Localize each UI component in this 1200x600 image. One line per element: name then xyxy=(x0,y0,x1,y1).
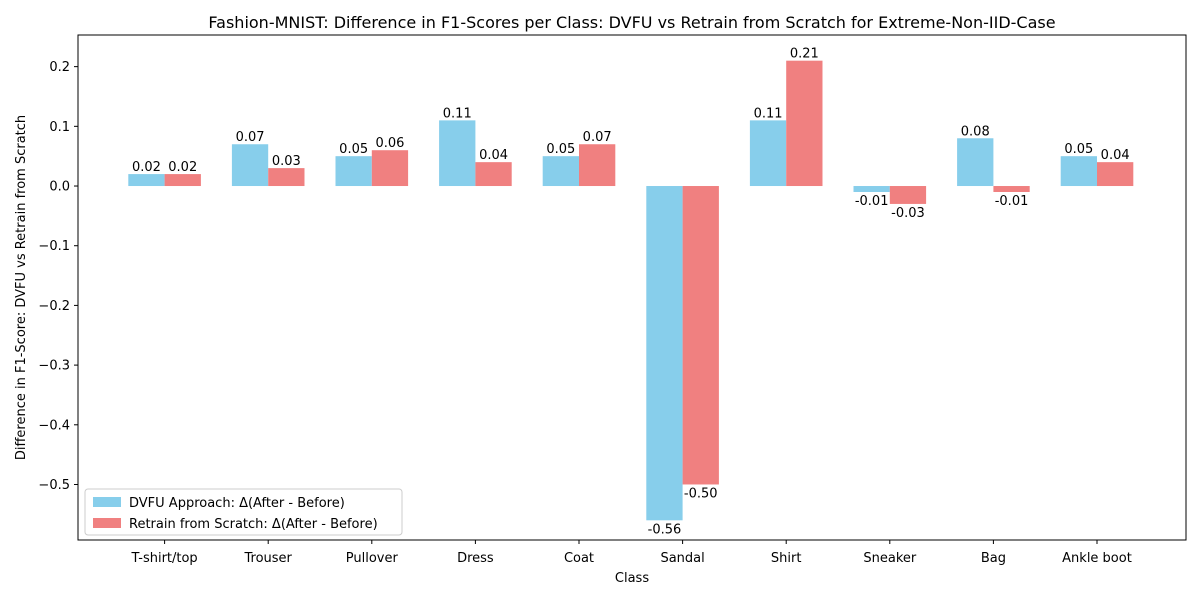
dvfu-value-label-8: 0.08 xyxy=(961,124,990,139)
dvfu-bar-3 xyxy=(439,120,476,187)
x-tick-label: T-shirt/top xyxy=(131,551,198,566)
x-axis-label: Class xyxy=(615,571,649,586)
x-tick-label: Pullover xyxy=(346,551,399,566)
y-tick-label: −0.3 xyxy=(38,359,70,374)
dvfu-bar-8 xyxy=(957,138,994,187)
dvfu-bar-7 xyxy=(853,186,890,192)
x-tick-label: Sandal xyxy=(660,551,704,566)
dvfu-value-label-1: 0.07 xyxy=(236,130,265,145)
y-tick-label: −0.1 xyxy=(38,239,70,254)
retrain-bar-0 xyxy=(164,174,201,187)
y-tick-label: 0.2 xyxy=(49,60,70,75)
bar-labels-group: 0.02 0.07 0.05 0.11 0.05 -0.56 0.11 -0.01 0.08 0.… xyxy=(132,47,1130,538)
y-tick-label: 0.1 xyxy=(49,120,70,135)
dvfu-bar-2 xyxy=(335,156,372,187)
retrain-value-label-7: -0.03 xyxy=(891,206,925,221)
bars-group xyxy=(128,60,1134,521)
retrain-bar-6 xyxy=(786,60,823,187)
dvfu-value-label-2: 0.05 xyxy=(339,142,368,157)
dvfu-bar-0 xyxy=(128,174,165,187)
x-tick-label: Bag xyxy=(981,551,1006,566)
dvfu-bar-4 xyxy=(542,156,579,187)
retrain-bar-8 xyxy=(993,186,1030,192)
retrain-value-label-9: 0.04 xyxy=(1101,148,1130,163)
dvfu-bar-6 xyxy=(749,120,787,187)
retrain-value-label-0: 0.02 xyxy=(168,160,197,175)
legend-box xyxy=(84,488,403,536)
dvfu-bar-9 xyxy=(1060,156,1097,187)
x-tick-label: Coat xyxy=(564,551,594,566)
retrain-bar-2 xyxy=(371,150,409,187)
y-axis-ticks: 0.2 0.1 0.0 −0.1 −0.2 −0.3 −0.4 −0.5 xyxy=(38,60,78,493)
retrain-value-label-2: 0.06 xyxy=(375,136,404,151)
x-tick-label: Dress xyxy=(457,551,494,566)
retrain-value-label-5: -0.50 xyxy=(684,486,718,501)
dvfu-bar-1 xyxy=(231,144,269,187)
retrain-bar-4 xyxy=(579,144,616,187)
retrain-value-label-4: 0.07 xyxy=(583,130,612,145)
y-tick-label: −0.4 xyxy=(38,418,70,433)
dvfu-value-label-4: 0.05 xyxy=(546,142,575,157)
retrain-bar-1 xyxy=(268,168,305,187)
dvfu-bar-5 xyxy=(646,186,683,521)
retrain-value-label-1: 0.03 xyxy=(272,154,301,169)
y-axis-label: Difference in F1-Score: DVFU vs Retrain … xyxy=(14,115,29,460)
retrain-value-label-6: 0.21 xyxy=(790,47,819,62)
dvfu-value-label-0: 0.02 xyxy=(132,160,161,175)
y-tick-label: 0.0 xyxy=(49,180,70,195)
legend-swatch-dvfu xyxy=(93,497,121,507)
dvfu-value-label-7: -0.01 xyxy=(855,194,889,209)
retrain-bar-3 xyxy=(475,162,512,187)
dvfu-value-label-3: 0.11 xyxy=(443,106,472,121)
y-tick-label: −0.5 xyxy=(38,478,70,493)
retrain-bar-9 xyxy=(1097,162,1134,187)
retrain-value-label-8: -0.01 xyxy=(995,194,1029,209)
dvfu-value-label-6: 0.11 xyxy=(754,106,783,121)
legend-swatch-retrain xyxy=(93,518,121,528)
x-tick-label: Trouser xyxy=(243,551,292,566)
legend-label-dvfu: DVFU Approach: Δ(After - Before) xyxy=(129,496,345,511)
legend: DVFU Approach: Δ(After - Before) Retrain … xyxy=(84,488,403,536)
retrain-bar-5 xyxy=(682,186,719,485)
x-axis-ticks: T-shirt/top Trouser Pullover Dress Coat Sanda… xyxy=(131,540,1132,566)
x-tick-label: Shirt xyxy=(771,551,802,566)
plot-frame xyxy=(77,34,1187,541)
legend-label-retrain: Retrain from Scratch: Δ(After - Before) xyxy=(129,517,378,532)
x-tick-label: Sneaker xyxy=(863,551,917,566)
retrain-bar-7 xyxy=(889,186,927,204)
dvfu-value-label-5: -0.56 xyxy=(648,522,682,537)
dvfu-value-label-9: 0.05 xyxy=(1064,142,1093,157)
x-tick-label: Ankle boot xyxy=(1062,551,1132,566)
retrain-value-label-3: 0.04 xyxy=(479,148,508,163)
chart-title: Fashion-MNIST: Difference in F1-Scores p… xyxy=(208,13,1055,32)
y-tick-label: −0.2 xyxy=(38,299,70,314)
